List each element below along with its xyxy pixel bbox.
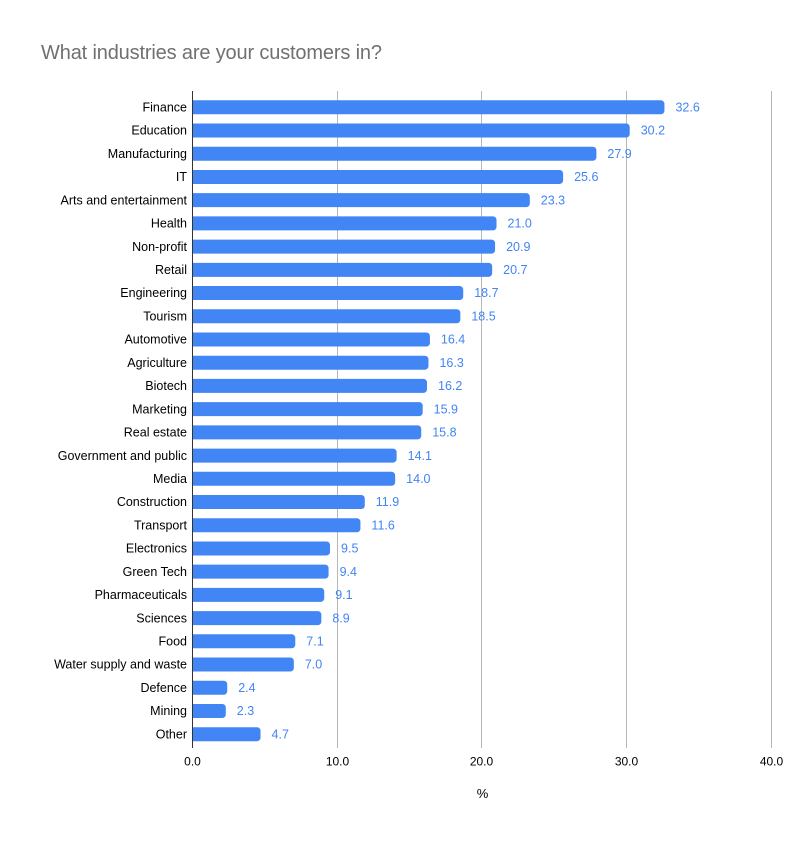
svg-text:Green Tech: Green Tech (123, 565, 187, 579)
svg-text:25.6: 25.6 (574, 170, 598, 184)
svg-text:8.9: 8.9 (332, 611, 349, 625)
svg-text:Health: Health (151, 217, 187, 231)
svg-text:7.0: 7.0 (305, 658, 322, 672)
svg-text:Agriculture: Agriculture (127, 356, 187, 370)
svg-text:Transport: Transport (134, 518, 188, 532)
svg-text:4.7: 4.7 (272, 727, 289, 741)
svg-text:9.4: 9.4 (340, 565, 357, 579)
svg-text:23.3: 23.3 (541, 193, 565, 207)
svg-text:16.3: 16.3 (439, 356, 463, 370)
svg-text:7.1: 7.1 (306, 635, 323, 649)
svg-text:Finance: Finance (143, 101, 188, 115)
svg-text:Tourism: Tourism (143, 309, 187, 323)
svg-text:Sciences: Sciences (136, 611, 187, 625)
svg-text:Biotech: Biotech (145, 379, 187, 393)
svg-text:Manufacturing: Manufacturing (108, 147, 187, 161)
svg-text:Automotive: Automotive (124, 333, 187, 347)
svg-text:Water supply and waste: Water supply and waste (54, 658, 187, 672)
svg-text:20.7: 20.7 (503, 263, 527, 277)
svg-text:Non-profit: Non-profit (132, 240, 187, 254)
svg-text:16.2: 16.2 (438, 379, 462, 393)
svg-text:14.0: 14.0 (406, 472, 430, 486)
svg-text:16.4: 16.4 (441, 333, 465, 347)
svg-text:Education: Education (131, 124, 187, 138)
svg-text:Arts and entertainment: Arts and entertainment (61, 193, 188, 207)
svg-text:30.2: 30.2 (641, 124, 665, 138)
svg-text:%: % (477, 786, 489, 801)
svg-text:10.0: 10.0 (326, 755, 350, 769)
svg-text:15.9: 15.9 (434, 402, 458, 416)
svg-text:18.7: 18.7 (474, 286, 498, 300)
svg-text:2.3: 2.3 (237, 704, 254, 718)
svg-text:Defence: Defence (140, 681, 187, 695)
svg-text:9.5: 9.5 (341, 542, 358, 556)
svg-text:Construction: Construction (117, 495, 187, 509)
svg-text:21.0: 21.0 (508, 217, 532, 231)
svg-text:What industries are your custo: What industries are your customers in? (41, 42, 382, 64)
svg-text:Government and public: Government and public (58, 449, 187, 463)
svg-text:11.6: 11.6 (371, 518, 394, 532)
svg-text:Pharmaceuticals: Pharmaceuticals (95, 588, 187, 602)
svg-text:Electronics: Electronics (126, 542, 187, 556)
svg-text:40.0: 40.0 (760, 755, 784, 769)
svg-text:Food: Food (159, 635, 188, 649)
svg-text:32.6: 32.6 (675, 101, 699, 115)
svg-text:IT: IT (176, 170, 187, 184)
svg-text:11.9: 11.9 (376, 495, 399, 509)
svg-text:20.9: 20.9 (506, 240, 530, 254)
svg-text:9.1: 9.1 (335, 588, 352, 602)
svg-text:Mining: Mining (150, 704, 187, 718)
svg-text:Retail: Retail (155, 263, 187, 277)
svg-text:27.9: 27.9 (607, 147, 631, 161)
svg-text:Engineering: Engineering (120, 286, 187, 300)
svg-text:14.1: 14.1 (408, 449, 432, 463)
svg-text:0.0: 0.0 (184, 755, 201, 769)
svg-text:15.8: 15.8 (432, 426, 456, 440)
svg-text:18.5: 18.5 (471, 309, 495, 323)
svg-text:Marketing: Marketing (132, 402, 187, 416)
svg-text:Media: Media (153, 472, 187, 486)
svg-text:20.0: 20.0 (470, 755, 494, 769)
svg-text:2.4: 2.4 (238, 681, 255, 695)
svg-text:30.0: 30.0 (615, 755, 639, 769)
svg-text:Other: Other (156, 727, 187, 741)
svg-text:Real estate: Real estate (124, 426, 187, 440)
